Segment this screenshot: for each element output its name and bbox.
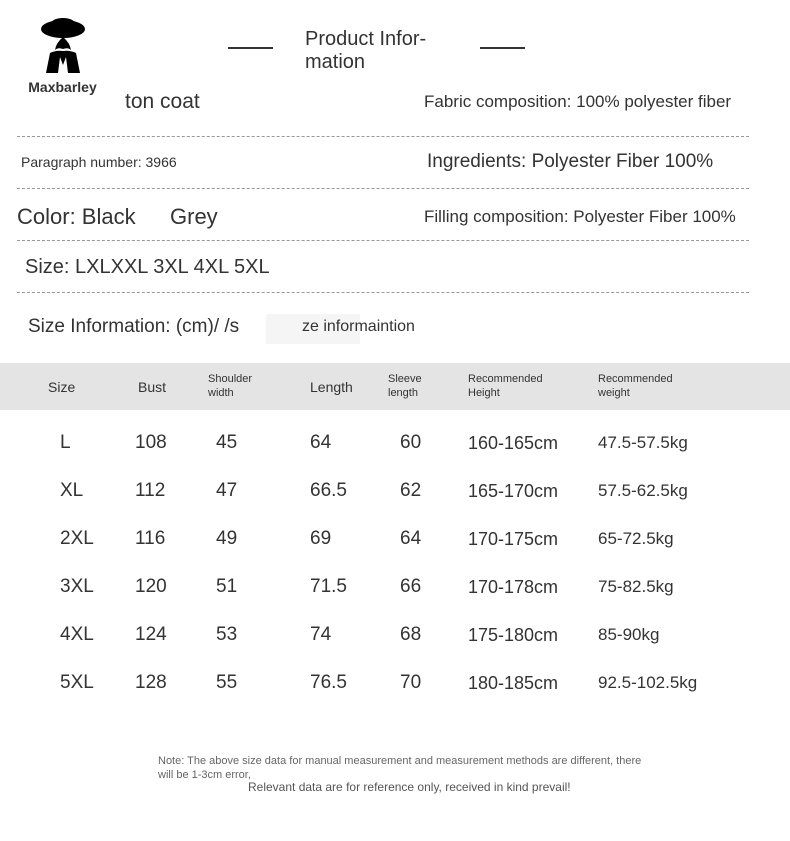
note-1: Note: The above size data for manual mea… <box>158 754 658 783</box>
cell-sleeve: 64 <box>388 528 468 550</box>
cell-size: 3XL <box>28 576 123 598</box>
cell-length: 76.5 <box>298 672 388 694</box>
cell-weight: 85-90kg <box>598 625 728 645</box>
logo-area: Maxbarley <box>15 15 110 95</box>
cell-weight: 57.5-62.5kg <box>598 481 728 501</box>
table-header: Size Bust Shoulderwidth Length Sleevelen… <box>0 363 790 410</box>
filling-composition: Filling composition: Polyester Fiber 100… <box>424 207 736 227</box>
cell-sleeve: 68 <box>388 624 468 646</box>
table-row: 3XL 120 51 71.5 66 170-178cm 75-82.5kg <box>28 576 790 598</box>
cell-sleeve: 60 <box>388 432 468 454</box>
table-row: 2XL 116 49 69 64 170-175cm 65-72.5kg <box>28 528 790 550</box>
cell-bust: 108 <box>123 432 208 454</box>
cell-height: 160-165cm <box>468 433 598 454</box>
divider-3 <box>17 240 749 241</box>
th-shoulder: Shoulderwidth <box>208 373 298 399</box>
cell-shoulder: 49 <box>208 528 298 550</box>
header-divider-left <box>228 47 273 49</box>
cell-weight: 65-72.5kg <box>598 529 728 549</box>
cell-size: 4XL <box>28 624 123 646</box>
cell-bust: 128 <box>123 672 208 694</box>
th-rec-height: RecommendedHeight <box>468 373 598 399</box>
table-row: 4XL 124 53 74 68 175-180cm 85-90kg <box>28 624 790 646</box>
cell-length: 69 <box>298 528 388 550</box>
cell-weight: 75-82.5kg <box>598 577 728 597</box>
cell-sleeve: 66 <box>388 576 468 598</box>
cell-height: 170-175cm <box>468 529 598 550</box>
color-row: Color: Black Grey Filling composition: P… <box>17 204 749 230</box>
size-table: Size Bust Shoulderwidth Length Sleevelen… <box>0 363 790 720</box>
size-row: Size: LXLXXL 3XL 4XL 5XL <box>17 256 749 279</box>
header-divider-right <box>480 47 525 49</box>
product-info-title: Product Infor-mation <box>305 28 426 74</box>
cell-weight: 92.5-102.5kg <box>598 673 728 693</box>
grey-overlay: Grey <box>170 204 218 230</box>
th-bust: Bust <box>123 379 208 395</box>
cell-shoulder: 47 <box>208 480 298 502</box>
cell-shoulder: 55 <box>208 672 298 694</box>
cell-size: 5XL <box>28 672 123 694</box>
cell-shoulder: 45 <box>208 432 298 454</box>
logo-icon <box>15 15 110 77</box>
th-sleeve: Sleevelength <box>388 373 468 399</box>
cell-shoulder: 51 <box>208 576 298 598</box>
cell-length: 71.5 <box>298 576 388 598</box>
color-label: Color: Black <box>17 204 136 230</box>
table-row: 5XL 128 55 76.5 70 180-185cm 92.5-102.5k… <box>28 672 790 694</box>
th-length: Length <box>298 379 388 395</box>
cell-bust: 116 <box>123 528 208 550</box>
cell-sleeve: 62 <box>388 480 468 502</box>
table-row: XL 112 47 66.5 62 165-170cm 57.5-62.5kg <box>28 480 790 502</box>
th-size: Size <box>28 379 123 395</box>
name-suffix: ton coat <box>125 90 200 114</box>
cell-size: 2XL <box>28 528 123 550</box>
logo-brand-text: Maxbarley <box>15 79 110 95</box>
th-rec-weight: Recommendedweight <box>598 373 728 399</box>
cell-sleeve: 70 <box>388 672 468 694</box>
cell-bust: 112 <box>123 480 208 502</box>
size-info-label: Size Information: (cm)/ /s <box>28 316 239 338</box>
cell-weight: 47.5-57.5kg <box>598 433 728 453</box>
size-info-row: Size Information: (cm)/ /s ze informaint… <box>17 316 749 338</box>
ze-info-fragment: ze informaintion <box>302 318 415 336</box>
table-body: L 108 45 64 60 160-165cm 47.5-57.5kg XL … <box>0 410 790 694</box>
cell-height: 170-178cm <box>468 577 598 598</box>
sizes-list: Size: LXLXXL 3XL 4XL 5XL <box>25 256 270 279</box>
cell-shoulder: 53 <box>208 624 298 646</box>
cell-height: 165-170cm <box>468 481 598 502</box>
cell-height: 180-185cm <box>468 673 598 694</box>
cell-length: 64 <box>298 432 388 454</box>
divider-1 <box>17 136 749 137</box>
paragraph-row: Paragraph number: 3966 Ingredients: Poly… <box>17 154 749 170</box>
divider-4 <box>17 292 749 293</box>
cell-length: 74 <box>298 624 388 646</box>
cell-height: 175-180cm <box>468 625 598 646</box>
note-2: Relevant data are for reference only, re… <box>248 780 571 794</box>
cell-length: 66.5 <box>298 480 388 502</box>
divider-2 <box>17 188 749 189</box>
cell-bust: 120 <box>123 576 208 598</box>
fabric-composition: Fabric composition: 100% polyester fiber <box>424 92 731 112</box>
cell-size: XL <box>28 480 123 502</box>
cell-bust: 124 <box>123 624 208 646</box>
table-row: L 108 45 64 60 160-165cm 47.5-57.5kg <box>28 432 790 454</box>
cell-size: L <box>28 432 123 454</box>
paragraph-number: Paragraph number: 3966 <box>21 154 177 170</box>
ingredients: Ingredients: Polyester Fiber 100% <box>427 151 713 173</box>
